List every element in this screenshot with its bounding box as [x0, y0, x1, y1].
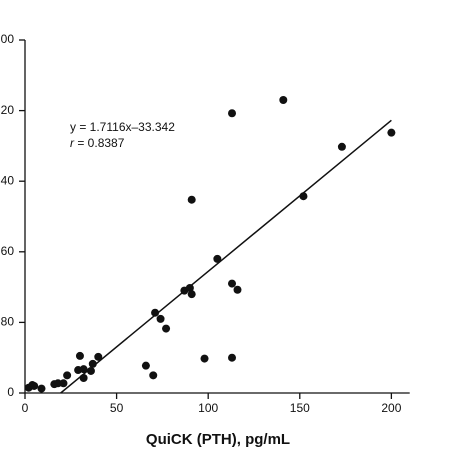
regression-line: [60, 119, 392, 394]
point: [337, 142, 346, 151]
point: [151, 308, 160, 317]
point: [63, 371, 72, 380]
point: [53, 379, 62, 388]
point: [37, 384, 46, 393]
point: [228, 353, 237, 362]
point: [88, 359, 97, 368]
point: [162, 324, 171, 333]
point: [228, 109, 237, 118]
x-tick-label: 200: [381, 401, 401, 415]
point: [30, 381, 39, 390]
point: [94, 352, 103, 361]
r-value: = 0.8387: [77, 136, 124, 150]
y-tick-label: 00: [1, 32, 15, 46]
point: [79, 373, 88, 382]
y-tick-label: 80: [1, 315, 15, 329]
x-axis-label: QuiCK (PTH), pg/mL: [146, 431, 290, 448]
point: [279, 96, 288, 105]
r-annotation: r = 0.8387: [70, 136, 125, 150]
y-tick-label: 0: [7, 385, 14, 399]
point: [299, 192, 308, 201]
point: [79, 365, 88, 374]
point: [187, 195, 196, 204]
x-tick-label: 50: [110, 401, 124, 415]
y-tick-label: 20: [1, 103, 15, 117]
point: [86, 366, 95, 375]
point: [233, 285, 242, 294]
point: [75, 351, 84, 360]
point: [185, 283, 194, 292]
y-tick-label: 60: [1, 244, 15, 258]
point: [141, 361, 150, 370]
point: [213, 254, 222, 263]
point: [228, 279, 237, 288]
point: [59, 379, 68, 388]
x-tick-label: 150: [290, 401, 310, 415]
annotation: y = 1.7116x–33.342: [70, 120, 175, 134]
y-tick-label: 40: [1, 173, 15, 187]
point: [387, 128, 396, 137]
x-tick-label: 100: [198, 401, 218, 415]
point: [187, 290, 196, 299]
point: [149, 371, 158, 380]
r-symbol: r: [70, 136, 75, 150]
point: [156, 314, 165, 323]
point: [200, 354, 209, 363]
x-tick-label: 0: [22, 401, 29, 415]
